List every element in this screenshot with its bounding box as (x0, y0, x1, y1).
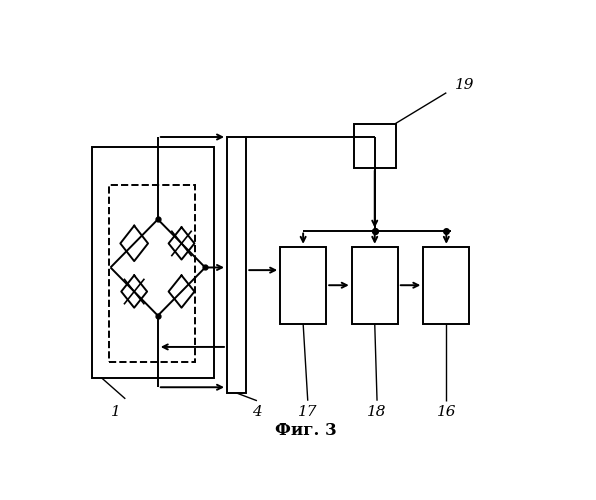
Text: 1: 1 (111, 406, 121, 419)
Bar (92, 146, 215, 378)
Text: 16: 16 (437, 406, 456, 419)
Bar (354, 124, 396, 168)
Text: Фиг. 3: Фиг. 3 (275, 422, 336, 439)
Text: 18: 18 (367, 406, 387, 419)
Bar (227, 137, 246, 393)
Text: 4: 4 (252, 406, 262, 419)
Bar (423, 246, 470, 324)
Bar (352, 246, 398, 324)
Text: 17: 17 (298, 406, 318, 419)
Bar (109, 185, 194, 362)
Text: 19: 19 (455, 78, 474, 92)
Bar (280, 246, 326, 324)
